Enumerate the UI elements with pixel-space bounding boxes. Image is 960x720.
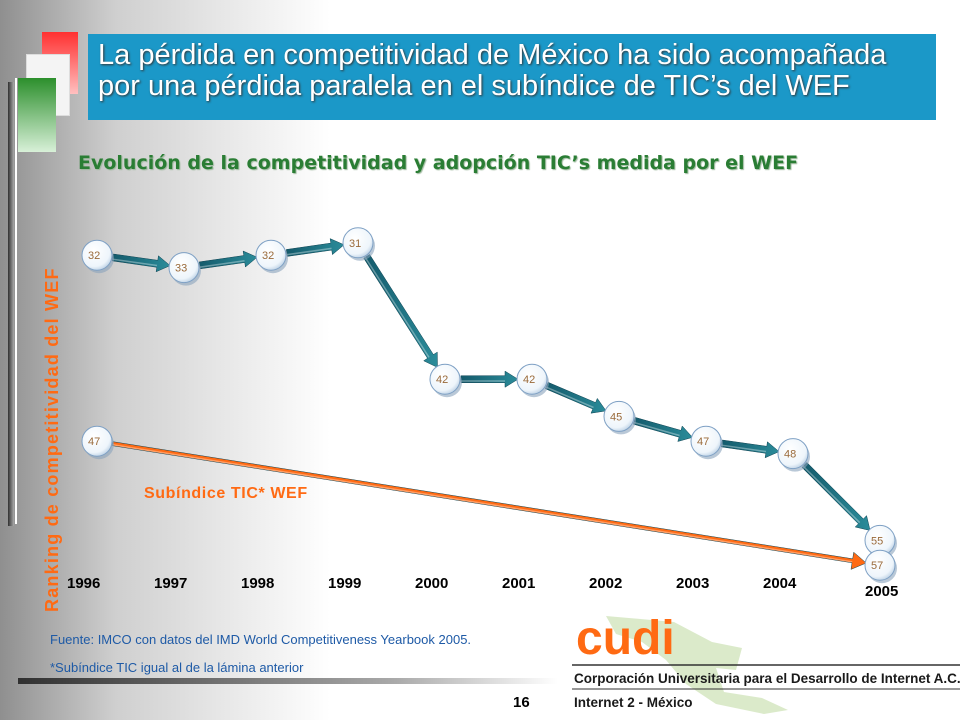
- title-banner: La pérdida en competitividad de México h…: [88, 34, 936, 120]
- x-axis-ticks: 1996 1997 1998 1999 2000 2001 2002 2003 2004 2005: [67, 575, 898, 600]
- ranking-arrow-1998: [286, 238, 345, 257]
- ranking-arrow-1996: [112, 253, 171, 273]
- x-tick-2004: 2004: [763, 575, 797, 592]
- ranking-marker-2002: 45: [603, 400, 636, 435]
- ranking-arrow-2002: [633, 417, 693, 442]
- ranking-marker-1999: 31: [342, 227, 375, 261]
- x-tick-2005: 2005: [865, 583, 898, 600]
- x-tick-1997: 1997: [154, 575, 187, 592]
- x-tick-2002: 2002: [589, 575, 622, 592]
- ranking-marker-2000: 42: [429, 363, 462, 398]
- bottom-horizontal-rule: [18, 678, 558, 684]
- ranking-marker-1996: 32: [81, 239, 114, 274]
- ranking-arrow-2000: [460, 370, 519, 388]
- x-tick-2003: 2003: [676, 575, 709, 592]
- logo-wordmark: cudi: [576, 612, 675, 665]
- ranking-marker-1999-label: 31: [349, 238, 361, 250]
- page-number: 16: [513, 694, 530, 711]
- ranking-marker-1997-label: 33: [175, 263, 187, 275]
- tic-arrow-layer: [112, 441, 867, 570]
- x-tick-2001: 2001: [502, 575, 535, 592]
- tic-footnote: *Subíndice TIC igual al de la lámina ant…: [50, 660, 304, 675]
- x-tick-1996: 1996: [67, 575, 100, 592]
- ranking-arrow-2001: [544, 381, 607, 414]
- tic-marker-1996: 47: [81, 425, 114, 460]
- ranking-marker-2004-label: 48: [784, 449, 796, 461]
- ranking-arrow-1997: [199, 250, 258, 270]
- x-tick-1999: 1999: [328, 575, 361, 592]
- tic-marker-1996-label: 47: [88, 436, 100, 448]
- slide-title: La pérdida en competitividad de México h…: [98, 39, 887, 102]
- left-vertical-rule: [8, 82, 14, 526]
- tic-marker-2005: 57: [864, 549, 897, 584]
- x-tick-1998: 1998: [241, 575, 274, 592]
- series-label-tic: Subíndice TIC* WEF: [144, 485, 308, 502]
- ranking-marker-1996-label: 32: [88, 250, 100, 262]
- ranking-marker-2003: 47: [690, 425, 723, 460]
- chart-title: Evolución de la competitividad y adopció…: [78, 152, 799, 174]
- ranking-marker-2000-label: 42: [436, 374, 448, 386]
- tic-arrow: [112, 441, 867, 570]
- ranking-marker-1997: 33: [168, 252, 201, 286]
- cudi-logo: cudi Corporación Universitaria para el D…: [572, 612, 960, 714]
- ranking-marker-2002-label: 45: [610, 411, 622, 423]
- ranking-marker-2005-label: 55: [871, 535, 883, 547]
- ranking-arrows: [112, 238, 871, 531]
- ranking-marker-2001-label: 42: [523, 374, 535, 386]
- ranking-marker-2004: 48: [777, 438, 810, 472]
- tic-marker-2005-label: 57: [871, 560, 883, 572]
- ranking-marker-2003-label: 47: [697, 436, 709, 448]
- ranking-marker-1998-label: 32: [262, 250, 274, 262]
- ranking-arrow-1999: [363, 254, 438, 368]
- x-tick-2000: 2000: [415, 575, 448, 592]
- ranking-marker-1998: 32: [255, 239, 288, 274]
- flag-green-block: [18, 78, 56, 152]
- logo-line2: Internet 2 - México: [574, 695, 693, 710]
- y-axis-label: Ranking de competitividad del WEF: [42, 267, 62, 612]
- left-vertical-highlight: [15, 78, 17, 524]
- ranking-arrow-2003: [721, 439, 780, 459]
- ranking-markers: 32 33 32 31 42 42 45 47 48 55 47 57: [81, 227, 897, 584]
- source-note: Fuente: IMCO con datos del IMD World Com…: [50, 632, 472, 647]
- logo-line1: Corporación Universitaria para el Desarr…: [574, 671, 960, 686]
- ranking-arrow-2004: [801, 462, 871, 531]
- ranking-marker-2001: 42: [516, 363, 549, 398]
